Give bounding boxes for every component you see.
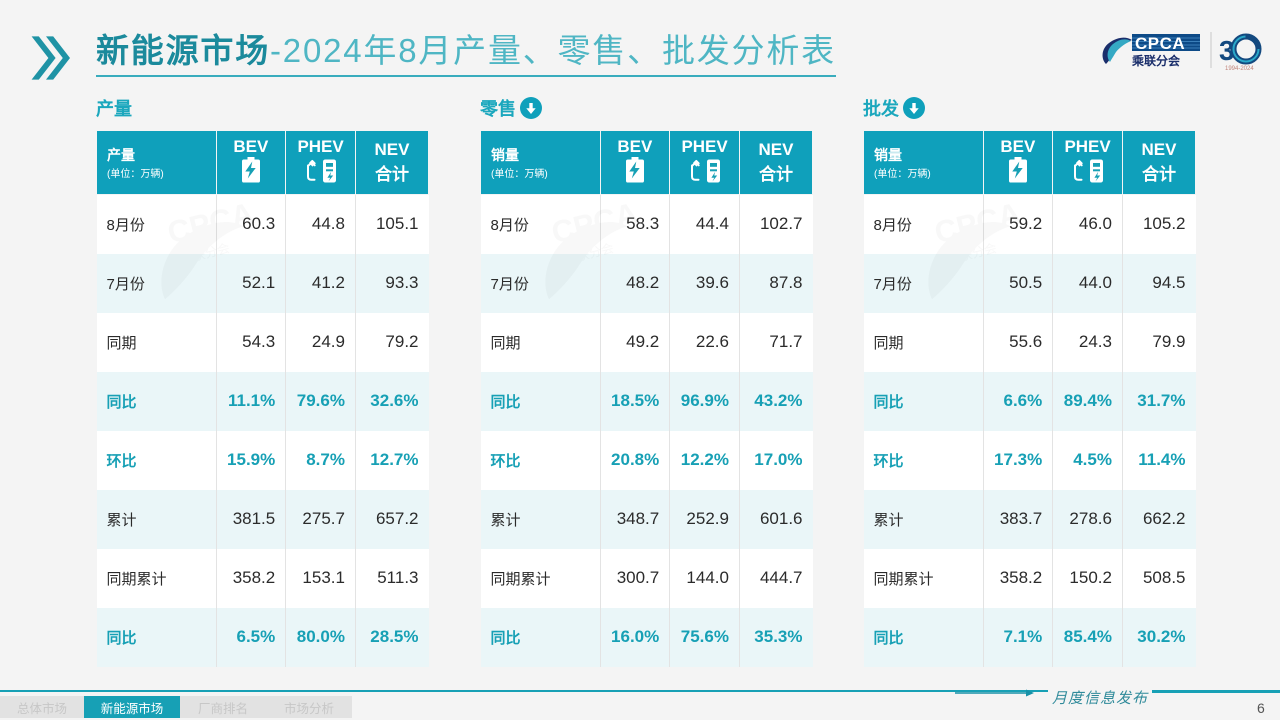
svg-text:1994-2024: 1994-2024 — [1225, 66, 1254, 72]
svg-text:乘联分会: 乘联分会 — [1131, 53, 1181, 68]
svg-text:CPCA: CPCA — [1135, 34, 1185, 53]
